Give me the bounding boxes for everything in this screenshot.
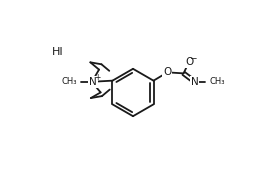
Text: CH₃: CH₃ xyxy=(210,77,225,86)
Text: CH₃: CH₃ xyxy=(61,77,77,86)
Text: −: − xyxy=(189,53,197,62)
Text: HI: HI xyxy=(52,47,63,57)
Text: +: + xyxy=(94,73,101,82)
Text: N: N xyxy=(89,77,97,87)
Text: O: O xyxy=(163,68,171,78)
Text: O: O xyxy=(185,57,193,67)
Text: N: N xyxy=(191,77,198,87)
